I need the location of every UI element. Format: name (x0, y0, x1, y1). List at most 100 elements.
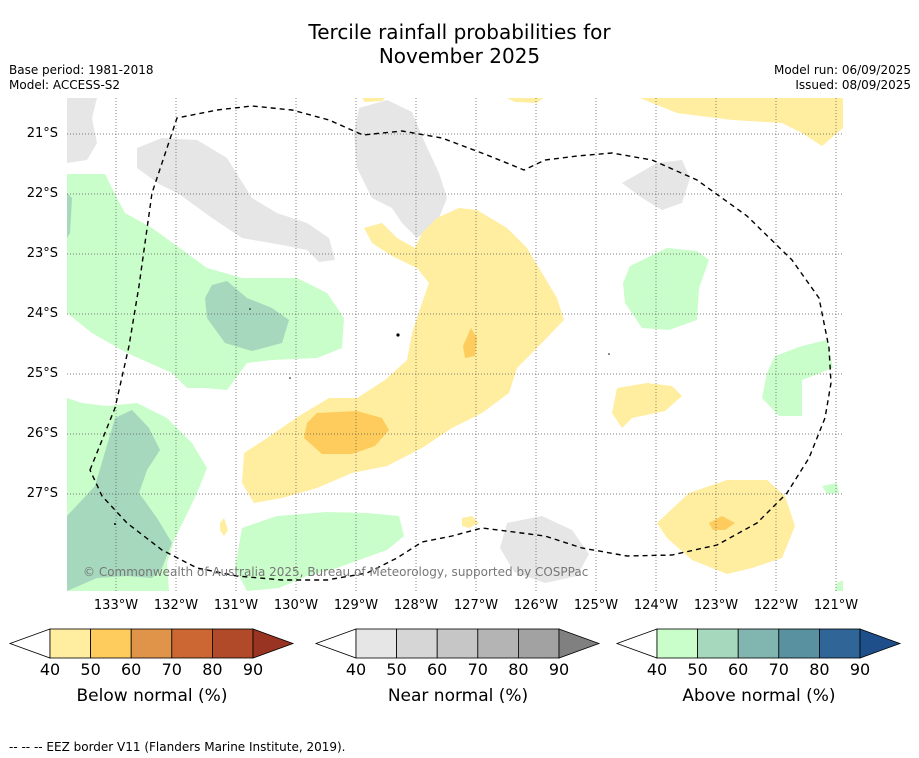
meta-right: Model run: 06/09/2025 Issued: 08/09/2025 (774, 63, 911, 93)
below-normal-colorbar-low-extension (8, 628, 51, 659)
lat-label-25s: 25°S (26, 366, 58, 381)
below-normal-area (507, 98, 543, 103)
lon-label-133w: 133°W (93, 598, 139, 613)
lon-label-124w: 124°W (633, 598, 679, 613)
lon-label-123w: 123°W (693, 598, 739, 613)
below-normal-strong-area (304, 411, 389, 454)
near-normal-tick-label: 90 (548, 660, 570, 679)
above-normal-area (623, 248, 709, 330)
lat-label-23s: 23°S (26, 246, 58, 261)
above-normal-area (822, 483, 839, 494)
below-normal-colorbar-bin (49, 628, 91, 659)
above-normal-colorbar-bin (737, 628, 780, 659)
chart-title: Tercile rainfall probabilities for Novem… (0, 20, 919, 68)
below-normal-colorbar-bin (130, 628, 173, 659)
below-normal-area (640, 98, 843, 146)
near-normal-colorbar-bin (355, 628, 397, 659)
below-normal-strong-area (463, 328, 477, 358)
near-normal-title: Near normal (%) (387, 686, 529, 706)
colorbar-ticks: 40 50 60 70 80 90 40 50 60 70 80 90 40 50 60 70 80 90 (0, 660, 919, 684)
model-name: Model: ACCESS-S2 (9, 78, 121, 92)
below-normal-colorbar-bin (171, 628, 213, 659)
below-normal-strong-area (709, 516, 735, 530)
island-markers (114, 308, 610, 525)
above-normal-colorbar-high-extension (859, 628, 902, 659)
lon-label-131w: 131°W (213, 598, 259, 613)
lon-label-130w: 130°W (273, 598, 319, 613)
above-normal-tick-label: 50 (687, 660, 708, 679)
below-normal-tick-label: 60 (121, 660, 142, 679)
lon-label-132w: 132°W (153, 598, 199, 613)
above-normal-area (835, 580, 843, 591)
lon-label-126w: 126°W (513, 598, 559, 613)
below-normal-tick-label: 80 (202, 660, 223, 679)
above-normal-tick-label: 40 (646, 660, 668, 679)
base-period: Base period: 1981-2018 (9, 63, 154, 77)
lon-label-129w: 129°W (333, 598, 379, 613)
above-normal-tick-label: 80 (809, 660, 830, 679)
issued-date: Issued: 08/09/2025 (795, 78, 911, 92)
near-normal-tick-label: 80 (508, 660, 529, 679)
below-normal-regions (220, 98, 843, 574)
meta-left: Base period: 1981-2018 Model: ACCESS-S2 (9, 63, 154, 93)
near-normal-colorbar-bin (436, 628, 479, 659)
above-normal-regions (67, 174, 843, 591)
eez-border (89, 105, 832, 581)
near-normal-tick-label: 70 (467, 660, 488, 679)
above-normal-colorbar-low-extension (615, 628, 658, 659)
above-normal-colorbar-bin (819, 628, 861, 659)
below-normal-colorbar-bin (211, 628, 254, 659)
above-normal-tick-label: 70 (768, 660, 789, 679)
near-normal-colorbar-bin (477, 628, 519, 659)
lon-label-121w: 121°W (813, 598, 859, 613)
lon-label-125w: 125°W (573, 598, 619, 613)
near-normal-colorbar-bin (396, 628, 438, 659)
above-normal-strong-area (67, 193, 72, 238)
below-normal-area (220, 518, 228, 536)
below-normal-tick-label: 50 (80, 660, 101, 679)
lat-label-26s: 26°S (26, 426, 58, 441)
lat-label-27s: 27°S (26, 486, 58, 501)
below-normal-title: Below normal (%) (76, 686, 228, 706)
above-normal-strong-area (67, 410, 172, 591)
model-run: Model run: 06/09/2025 (773, 63, 911, 77)
title-line-1: Tercile rainfall probabilities for (308, 20, 611, 44)
below-normal-area (612, 383, 682, 428)
above-normal-area (235, 512, 404, 591)
colorbar-legend (8, 628, 902, 659)
above-normal-area (762, 340, 833, 416)
copyright-notice: © Commonwealth of Australia 2025, Bureau… (83, 565, 589, 579)
near-normal-area (354, 100, 447, 238)
below-normal-area (462, 516, 479, 528)
below-normal-colorbar-high-extension (252, 628, 295, 659)
near-normal-colorbar-bin (518, 628, 560, 659)
near-normal-tick-label: 40 (345, 660, 367, 679)
lat-label-22s: 22°S (26, 186, 58, 201)
near-normal-tick-label: 50 (386, 660, 407, 679)
above-normal-colorbar-bin (697, 628, 739, 659)
map-panel (67, 98, 843, 591)
near-normal-area (67, 98, 97, 163)
lat-label-24s: 24°S (26, 306, 58, 321)
below-normal-area (362, 98, 385, 102)
below-normal-colorbar-bin (90, 628, 132, 659)
above-normal-strong-area (205, 281, 289, 351)
map-gridlines (67, 98, 843, 591)
above-normal-colorbar-bin (778, 628, 820, 659)
near-normal-colorbar-low-extension (314, 628, 357, 659)
above-normal-tick-label: 60 (728, 660, 749, 679)
above-normal-colorbar-bin (656, 628, 698, 659)
lon-label-122w: 122°W (753, 598, 799, 613)
above-normal-tick-label: 90 (849, 660, 871, 679)
near-normal-colorbar-high-extension (558, 628, 601, 659)
below-normal-tick-label: 40 (39, 660, 61, 679)
title-line-2: November 2025 (378, 44, 541, 68)
lon-label-128w: 128°W (393, 598, 439, 613)
eez-footnote: -- -- -- EEZ border V11 (Flanders Marine… (9, 740, 346, 754)
below-normal-tick-label: 90 (242, 660, 264, 679)
lat-label-21s: 21°S (26, 126, 58, 141)
above-normal-title: Above normal (%) (682, 686, 836, 706)
lon-label-127w: 127°W (453, 598, 499, 613)
below-normal-tick-label: 70 (161, 660, 182, 679)
near-normal-tick-label: 60 (427, 660, 448, 679)
